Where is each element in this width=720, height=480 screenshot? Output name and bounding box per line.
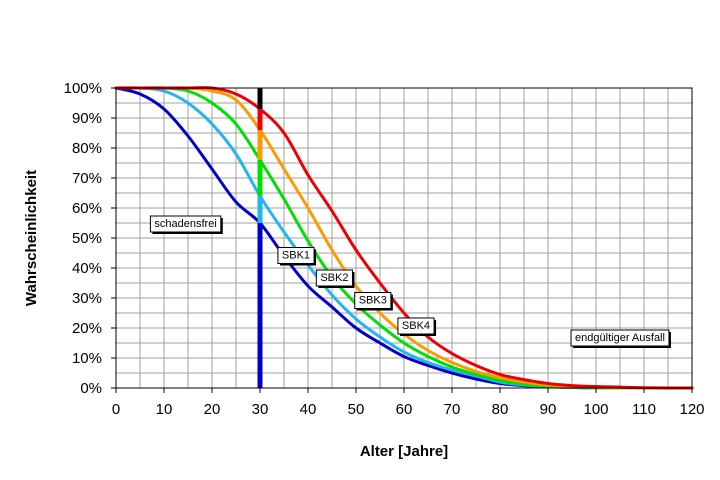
y-tick-label: 10% bbox=[72, 350, 102, 367]
annotation-frame bbox=[315, 269, 353, 287]
x-tick-label: 20 bbox=[204, 401, 221, 418]
y-tick-label: 70% bbox=[72, 170, 102, 187]
annotation-text: schadensfrei bbox=[154, 218, 216, 230]
y-tick-label: 100% bbox=[64, 80, 102, 97]
x-tick-label: 80 bbox=[492, 401, 509, 418]
annotation-frame bbox=[354, 292, 392, 309]
x-tick-label: 50 bbox=[348, 401, 365, 418]
annotation-box: SBK3 bbox=[354, 292, 393, 311]
y-tick-label: 60% bbox=[72, 200, 102, 217]
annotation-frame bbox=[277, 247, 315, 264]
annotation-box: SBK4 bbox=[397, 317, 437, 336]
annotation-frame bbox=[397, 317, 435, 335]
y-tick-label: 20% bbox=[72, 320, 102, 337]
annotation-text: SBK3 bbox=[359, 295, 387, 307]
plot-area bbox=[114, 86, 694, 390]
annotation-box: endgültiger Ausfall bbox=[570, 329, 671, 348]
annotations: schadensfrei SBK1 SBK2 SBK3 SBK4 endgültiger … bbox=[149, 215, 671, 348]
annotation-text: SBK4 bbox=[402, 320, 430, 332]
x-tick-label: 30 bbox=[252, 401, 269, 418]
y-tick-label: 90% bbox=[72, 110, 102, 127]
annotation-frame bbox=[570, 329, 670, 347]
annotation-box: SBK1 bbox=[277, 247, 317, 266]
x-tick-label: 40 bbox=[300, 401, 317, 418]
y-tick-label: 40% bbox=[72, 260, 102, 277]
axes: 0 10 20 30 40 50 60 70 80 90 100 110 120 0% 10% 20% 30% 4… bbox=[64, 80, 705, 418]
annotation-text: SBK2 bbox=[320, 272, 348, 284]
x-tick-label: 90 bbox=[540, 401, 557, 418]
x-tick-label: 60 bbox=[396, 401, 413, 418]
annotation-box: SBK2 bbox=[315, 269, 355, 288]
x-tick-label: 120 bbox=[679, 401, 704, 418]
annotation-text: SBK1 bbox=[282, 250, 310, 262]
y-tick-label: 80% bbox=[72, 140, 102, 157]
y-tick-label: 30% bbox=[72, 290, 102, 307]
annotation-frame bbox=[149, 215, 222, 233]
x-tick-label: 110 bbox=[632, 401, 656, 418]
x-tick-label: 70 bbox=[444, 401, 461, 418]
y-tick-label: 0% bbox=[80, 380, 102, 397]
x-tick-label: 100 bbox=[583, 401, 608, 418]
x-tick-label: 10 bbox=[156, 401, 173, 418]
y-axis-title: Wahrscheinlichkeit bbox=[23, 170, 40, 306]
x-axis-title: Alter [Jahre] bbox=[360, 443, 448, 460]
x-tick-label: 0 bbox=[112, 401, 120, 418]
annotation-box: schadensfrei bbox=[149, 215, 223, 234]
annotation-text: endgültiger Ausfall bbox=[575, 332, 665, 344]
y-tick-label: 50% bbox=[72, 230, 102, 247]
